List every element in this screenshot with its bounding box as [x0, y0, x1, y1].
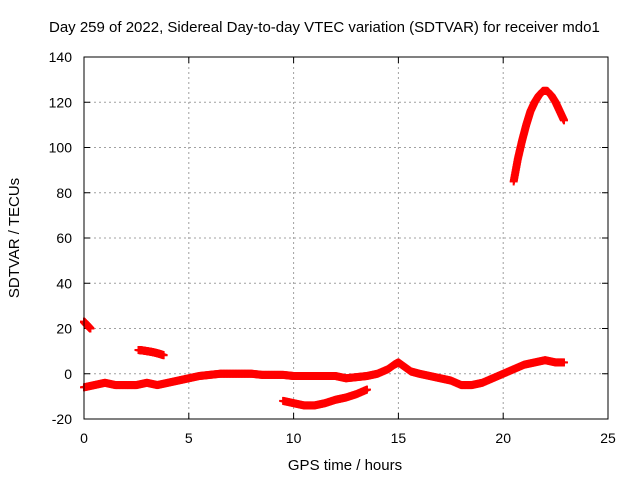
series-segment-3	[134, 345, 168, 360]
y-tick-label: -20	[52, 411, 72, 427]
series-segment-4	[279, 385, 371, 410]
y-tick-label: 20	[56, 321, 72, 337]
series-segment-1	[80, 317, 95, 333]
x-tick-label: 0	[80, 430, 88, 446]
series-segment-5	[509, 86, 568, 186]
y-tick-label: 80	[56, 185, 72, 201]
plot-frame	[83, 56, 609, 420]
data-marks	[80, 86, 568, 410]
series-segment-2	[80, 356, 568, 392]
y-tick-label: 0	[64, 366, 72, 382]
x-tick-label: 20	[495, 430, 511, 446]
y-tick-label: 100	[49, 140, 73, 156]
x-tick-label: 25	[600, 430, 616, 446]
y-axis-label: SDTVAR / TECUs	[6, 178, 23, 298]
y-tick-label: 120	[49, 94, 73, 110]
x-axis-label: GPS time / hours	[288, 457, 402, 474]
grid	[84, 57, 608, 419]
chart-title: Day 259 of 2022, Sidereal Day-to-day VTE…	[49, 19, 600, 36]
y-tick-label: 60	[56, 230, 72, 246]
x-tick-label: 10	[286, 430, 302, 446]
y-tick-label: 40	[56, 275, 72, 291]
y-tick-label: 140	[49, 49, 73, 65]
tick-labels: 0 5 10 15 20 25 -20 0 20 40 60 80 100 120 140	[49, 49, 616, 446]
x-tick-label: 15	[391, 430, 407, 446]
x-tick-label: 5	[185, 430, 193, 446]
